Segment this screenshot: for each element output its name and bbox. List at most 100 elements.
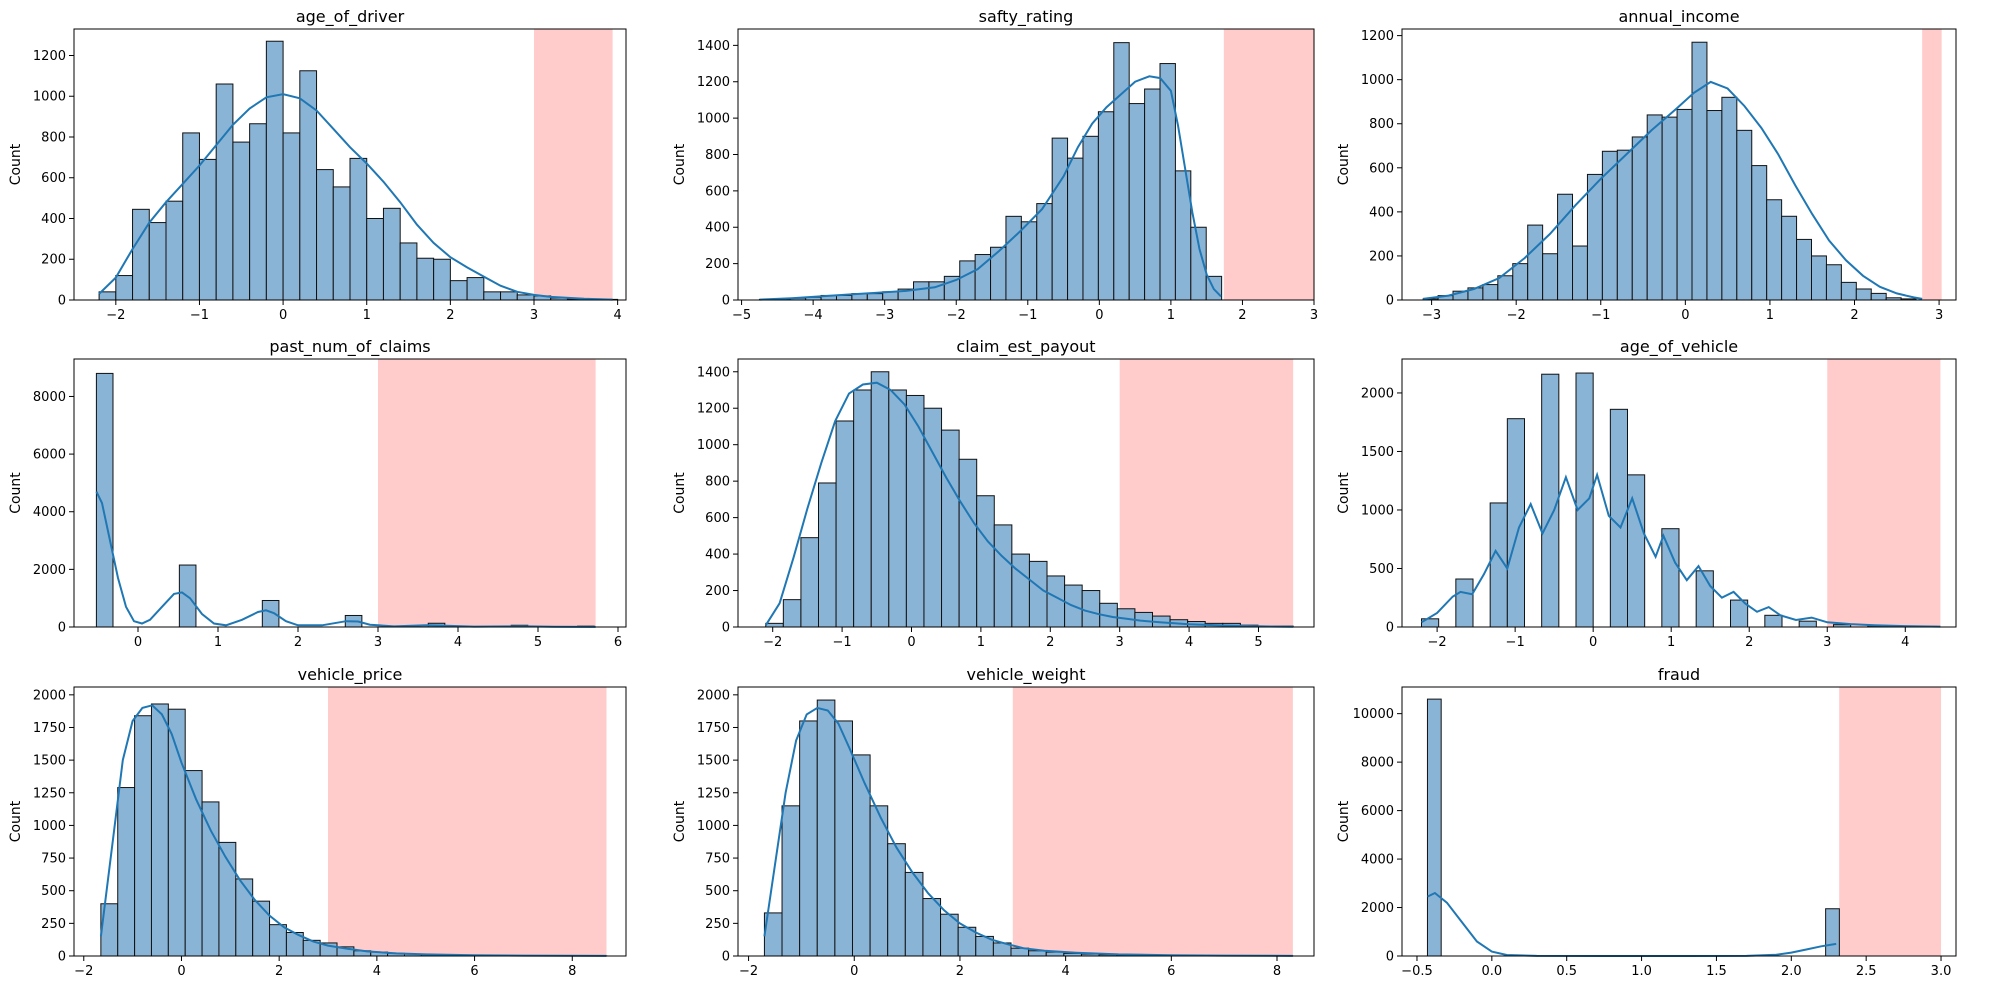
- x-tick-label: 5: [534, 635, 542, 650]
- histogram-bar: [904, 871, 924, 957]
- histogram-bar: [433, 258, 451, 301]
- histogram-bar: [913, 281, 930, 301]
- x-tick-label: 6: [1167, 964, 1175, 979]
- histogram-bar: [1046, 575, 1066, 628]
- y-tick-label: 800: [1369, 117, 1394, 132]
- histogram-bar: [1627, 474, 1646, 628]
- panel-title: fraud: [1658, 665, 1700, 684]
- y-tick-label: 250: [705, 917, 730, 932]
- y-tick-label: 800: [41, 130, 66, 145]
- y-tick-label: 200: [705, 257, 730, 272]
- y-axis-label: Count: [672, 143, 688, 185]
- y-tick-label: 8000: [33, 390, 66, 405]
- histogram-bar: [349, 157, 368, 301]
- x-tick-label: 3: [1823, 635, 1831, 650]
- histogram-bar: [1028, 560, 1048, 628]
- histogram-bar: [98, 291, 117, 301]
- histogram-bar: [1706, 110, 1723, 301]
- histogram-bar: [1097, 111, 1115, 301]
- histogram-bar: [799, 720, 818, 957]
- histogram-bar: [366, 217, 384, 301]
- histogram-bar: [1781, 215, 1798, 301]
- y-tick-label: 500: [705, 884, 730, 899]
- histogram-bar: [853, 389, 872, 628]
- x-tick-label: 4: [1061, 964, 1069, 979]
- x-tick-label: 2.5: [1856, 964, 1877, 979]
- histogram-bar: [1676, 108, 1693, 301]
- histogram-bar: [382, 207, 401, 301]
- kde-line: [99, 704, 607, 957]
- x-tick-label: 1: [363, 308, 371, 323]
- x-tick-label: −1: [190, 308, 209, 323]
- y-tick-label: 600: [705, 511, 730, 526]
- x-tick-label: −4: [804, 308, 823, 323]
- outlier-region: [378, 359, 596, 627]
- histogram-bar: [1067, 157, 1084, 301]
- y-tick-label: 0: [722, 294, 730, 309]
- histogram-bar: [1005, 215, 1022, 301]
- kde-line: [763, 706, 1293, 957]
- y-tick-label: 1400: [697, 365, 730, 380]
- y-tick-label: 400: [705, 221, 730, 236]
- x-tick-label: 0: [1681, 308, 1689, 323]
- chart-panel-age_of_vehicle: −2 −1 0 1 2 3 4 0 500 1000 1500 2000 age_of_vehicle C…: [1336, 337, 1957, 650]
- x-tick-label: −2: [74, 964, 93, 979]
- histogram-bar: [1512, 263, 1529, 301]
- histogram-bar: [1128, 103, 1146, 301]
- y-tick-label: 1200: [1361, 29, 1394, 44]
- chart-panel-vehicle_price: −2 0 2 4 6 8 0 250 500 750 1000 1250 1500 1750 2000 veh…: [8, 665, 627, 979]
- y-tick-label: 1000: [33, 819, 66, 834]
- x-tick-label: 0: [279, 308, 287, 323]
- x-tick-label: −5: [732, 308, 751, 323]
- x-tick-label: 1.0: [1631, 964, 1652, 979]
- x-tick-label: 3: [530, 308, 538, 323]
- y-tick-label: 500: [1369, 562, 1394, 577]
- x-tick-label: 2: [446, 308, 454, 323]
- histogram-bar: [1572, 245, 1588, 301]
- y-axis-label: Count: [8, 472, 24, 514]
- histogram-bar: [1082, 135, 1099, 301]
- x-tick-label: −2: [1428, 635, 1447, 650]
- x-tick-label: 1: [1766, 308, 1774, 323]
- x-tick-label: 1: [214, 635, 222, 650]
- histogram-bar: [1764, 614, 1783, 628]
- histogram-bar: [165, 200, 184, 301]
- x-tick-label: −1: [1591, 308, 1610, 323]
- x-tick-label: −0.5: [1401, 964, 1433, 979]
- x-tick-label: 2.0: [1781, 964, 1802, 979]
- histogram-bar: [184, 770, 203, 957]
- histogram-bar: [1661, 116, 1678, 301]
- histogram-bar: [800, 537, 819, 628]
- y-tick-label: 2000: [697, 688, 730, 703]
- outlier-region: [1012, 687, 1293, 956]
- histogram-bar: [115, 275, 134, 301]
- histogram-bar: [282, 132, 301, 301]
- histogram-bar: [134, 715, 152, 957]
- y-tick-label: 0: [1386, 950, 1394, 965]
- histogram-bar: [993, 524, 1013, 628]
- histogram-bar: [1796, 238, 1813, 301]
- histogram-bar: [1616, 149, 1633, 301]
- y-tick-label: 1500: [697, 754, 730, 769]
- y-axis-label: Count: [672, 800, 688, 842]
- y-tick-label: 0: [722, 621, 730, 636]
- x-tick-label: 2: [1850, 308, 1858, 323]
- histogram-bar: [1426, 698, 1442, 957]
- y-axis-label: Count: [8, 800, 24, 842]
- y-tick-label: 1750: [697, 721, 730, 736]
- kde-line: [98, 93, 613, 301]
- histogram-bar: [1825, 908, 1840, 957]
- y-tick-label: 200: [41, 253, 66, 268]
- kde-line: [1422, 80, 1923, 300]
- y-tick-label: 800: [705, 475, 730, 490]
- plot-frame: [737, 28, 1315, 301]
- y-tick-label: 2000: [33, 688, 66, 703]
- chart-panel-fraud: −0.5 0.0 0.5 1.0 1.5 2.0 2.5 3.0 0 2000 4000 6000 80…: [1336, 665, 1957, 979]
- outlier-region: [534, 29, 613, 300]
- x-tick-label: 0: [850, 964, 858, 979]
- chart-panel-vehicle_weight: −2 0 2 4 6 8 0 250 500 750 1000 1250 1500 1750 2000 veh…: [672, 665, 1315, 979]
- histogram-bar: [117, 787, 136, 957]
- histogram-bar: [449, 280, 468, 301]
- y-tick-label: 1000: [1361, 73, 1394, 88]
